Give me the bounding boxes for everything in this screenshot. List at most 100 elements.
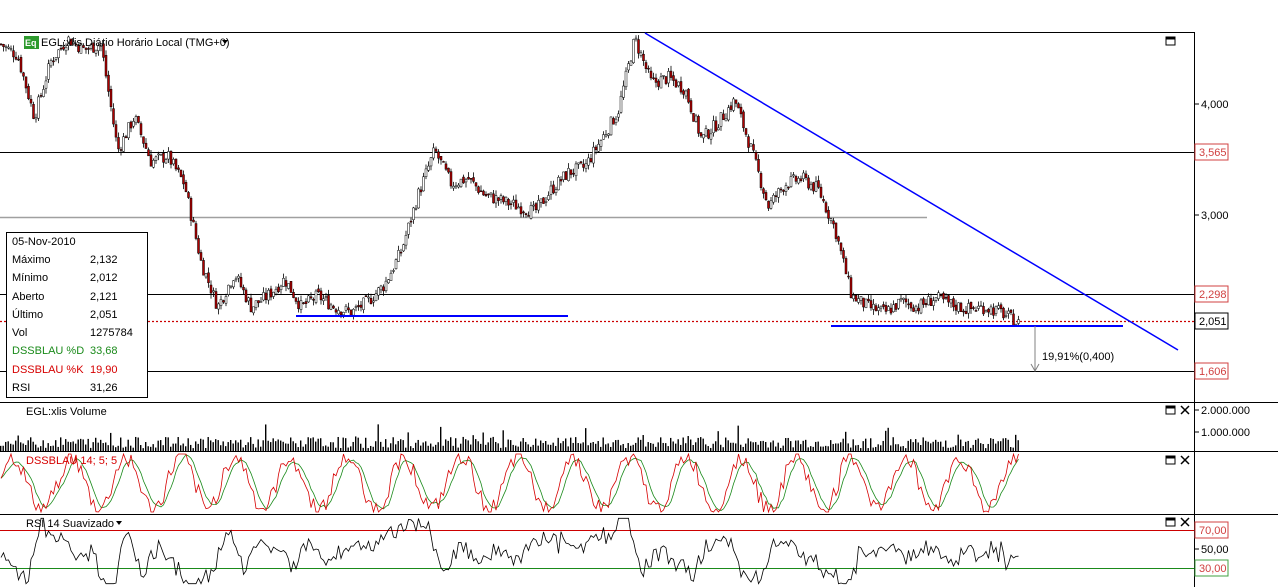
candle-body: [872, 303, 875, 310]
rsi-title: RSI 14 Suavizado: [26, 518, 114, 530]
candle-body: [477, 186, 480, 193]
info-value: 1275784: [90, 327, 133, 340]
candle-body: [972, 307, 975, 309]
volume-bar: [202, 439, 204, 451]
candle-body: [294, 297, 298, 302]
candle-body: [819, 186, 823, 198]
volume-bar: [140, 445, 142, 451]
level-tag-2298: [1194, 285, 1229, 303]
volume-bar: [97, 442, 99, 451]
candle-body: [94, 49, 98, 54]
candle-body: [179, 169, 183, 177]
volume-bar: [452, 445, 454, 451]
candle-body: [622, 85, 625, 98]
volume-bar: [25, 444, 27, 451]
candle-body: [77, 44, 80, 52]
candle-body: [489, 192, 493, 195]
candle-body: [914, 305, 918, 312]
candle-body: [889, 307, 893, 314]
candle-body: [327, 295, 330, 310]
volume-bar: [367, 448, 369, 451]
volume-bar: [707, 446, 709, 451]
volume-bar: [442, 445, 444, 451]
volume-bar: [755, 442, 757, 451]
dss-panel-controls[interactable]: [1165, 455, 1190, 465]
volume-bar: [900, 446, 902, 451]
candle-body: [204, 273, 208, 278]
horizontal-levels[interactable]: [0, 152, 1194, 372]
volume-panel-controls[interactable]: [1165, 405, 1190, 415]
candle-body: [742, 111, 745, 129]
candle-body: [209, 284, 213, 294]
volume-bar: [725, 437, 727, 451]
volume-bar: [935, 439, 937, 451]
volume-bar: [827, 446, 829, 451]
volume-bar: [847, 443, 849, 451]
volume-bar: [995, 443, 997, 451]
candle-body: [409, 220, 413, 223]
candle-body: [427, 165, 430, 171]
candle-body: [37, 96, 40, 119]
volume-bar: [892, 437, 894, 451]
volume-bar: [177, 437, 179, 451]
candle-body: [664, 76, 668, 84]
candle-body: [177, 167, 180, 170]
candle-body: [937, 292, 940, 299]
candle-body: [394, 259, 398, 270]
volume-bar: [265, 424, 267, 451]
volume-bar: [865, 438, 867, 451]
candle-body: [712, 120, 715, 134]
volume-bar: [182, 443, 184, 451]
candle-body: [52, 60, 55, 63]
candle-body: [309, 296, 313, 299]
candle-body: [42, 89, 45, 97]
volume-bar: [602, 437, 604, 451]
candle-body: [207, 272, 210, 284]
candle-body: [172, 159, 175, 165]
volume-bar: [375, 441, 377, 451]
candle-body: [457, 184, 460, 188]
candle-body: [764, 192, 768, 201]
candle-body: [707, 129, 710, 139]
volume-bar: [532, 444, 534, 451]
candle-body: [494, 195, 498, 204]
candle-body: [1004, 315, 1008, 317]
candle-body: [682, 90, 685, 95]
volume-bar: [722, 447, 724, 451]
candle-body: [352, 308, 355, 316]
candle-body: [97, 45, 100, 51]
volume-bar: [557, 437, 559, 451]
info-value: 33,68: [90, 345, 118, 358]
candle-body: [859, 296, 863, 301]
volume-bar: [7, 441, 9, 451]
candle-body: [307, 295, 310, 303]
volume-bar: [527, 444, 529, 451]
candle-body: [534, 203, 538, 211]
volume-bar: [955, 445, 957, 451]
volume-bar: [832, 443, 834, 451]
volume-bar: [730, 442, 732, 451]
measure-annotation: 19,91%(0,400): [1042, 351, 1114, 363]
volume-bar: [290, 437, 292, 451]
volume-bar: [522, 438, 524, 451]
candle-body: [887, 306, 890, 311]
candle-body: [522, 211, 525, 214]
candle-body: [474, 182, 478, 187]
volume-bar: [712, 443, 714, 451]
drawn-lines[interactable]: 19,91%(0,400): [296, 32, 1179, 373]
candle-body: [507, 199, 510, 206]
candle-body: [884, 305, 888, 312]
volume-bar: [732, 442, 734, 451]
volume-bar: [430, 443, 432, 451]
volume-bar: [885, 430, 887, 451]
close-icon: [1180, 405, 1190, 415]
candle-body: [542, 197, 545, 204]
rsi-panel-controls[interactable]: [1165, 517, 1190, 527]
main-title[interactable]: Eq EGL:xlis Diário Horário Local (TMG+0): [24, 36, 230, 49]
volume-bar: [120, 437, 122, 451]
candle-body: [492, 193, 495, 204]
volume-bar: [207, 437, 209, 451]
candle-body: [947, 295, 950, 303]
volume-bar: [697, 437, 699, 451]
candle-body: [657, 80, 660, 87]
